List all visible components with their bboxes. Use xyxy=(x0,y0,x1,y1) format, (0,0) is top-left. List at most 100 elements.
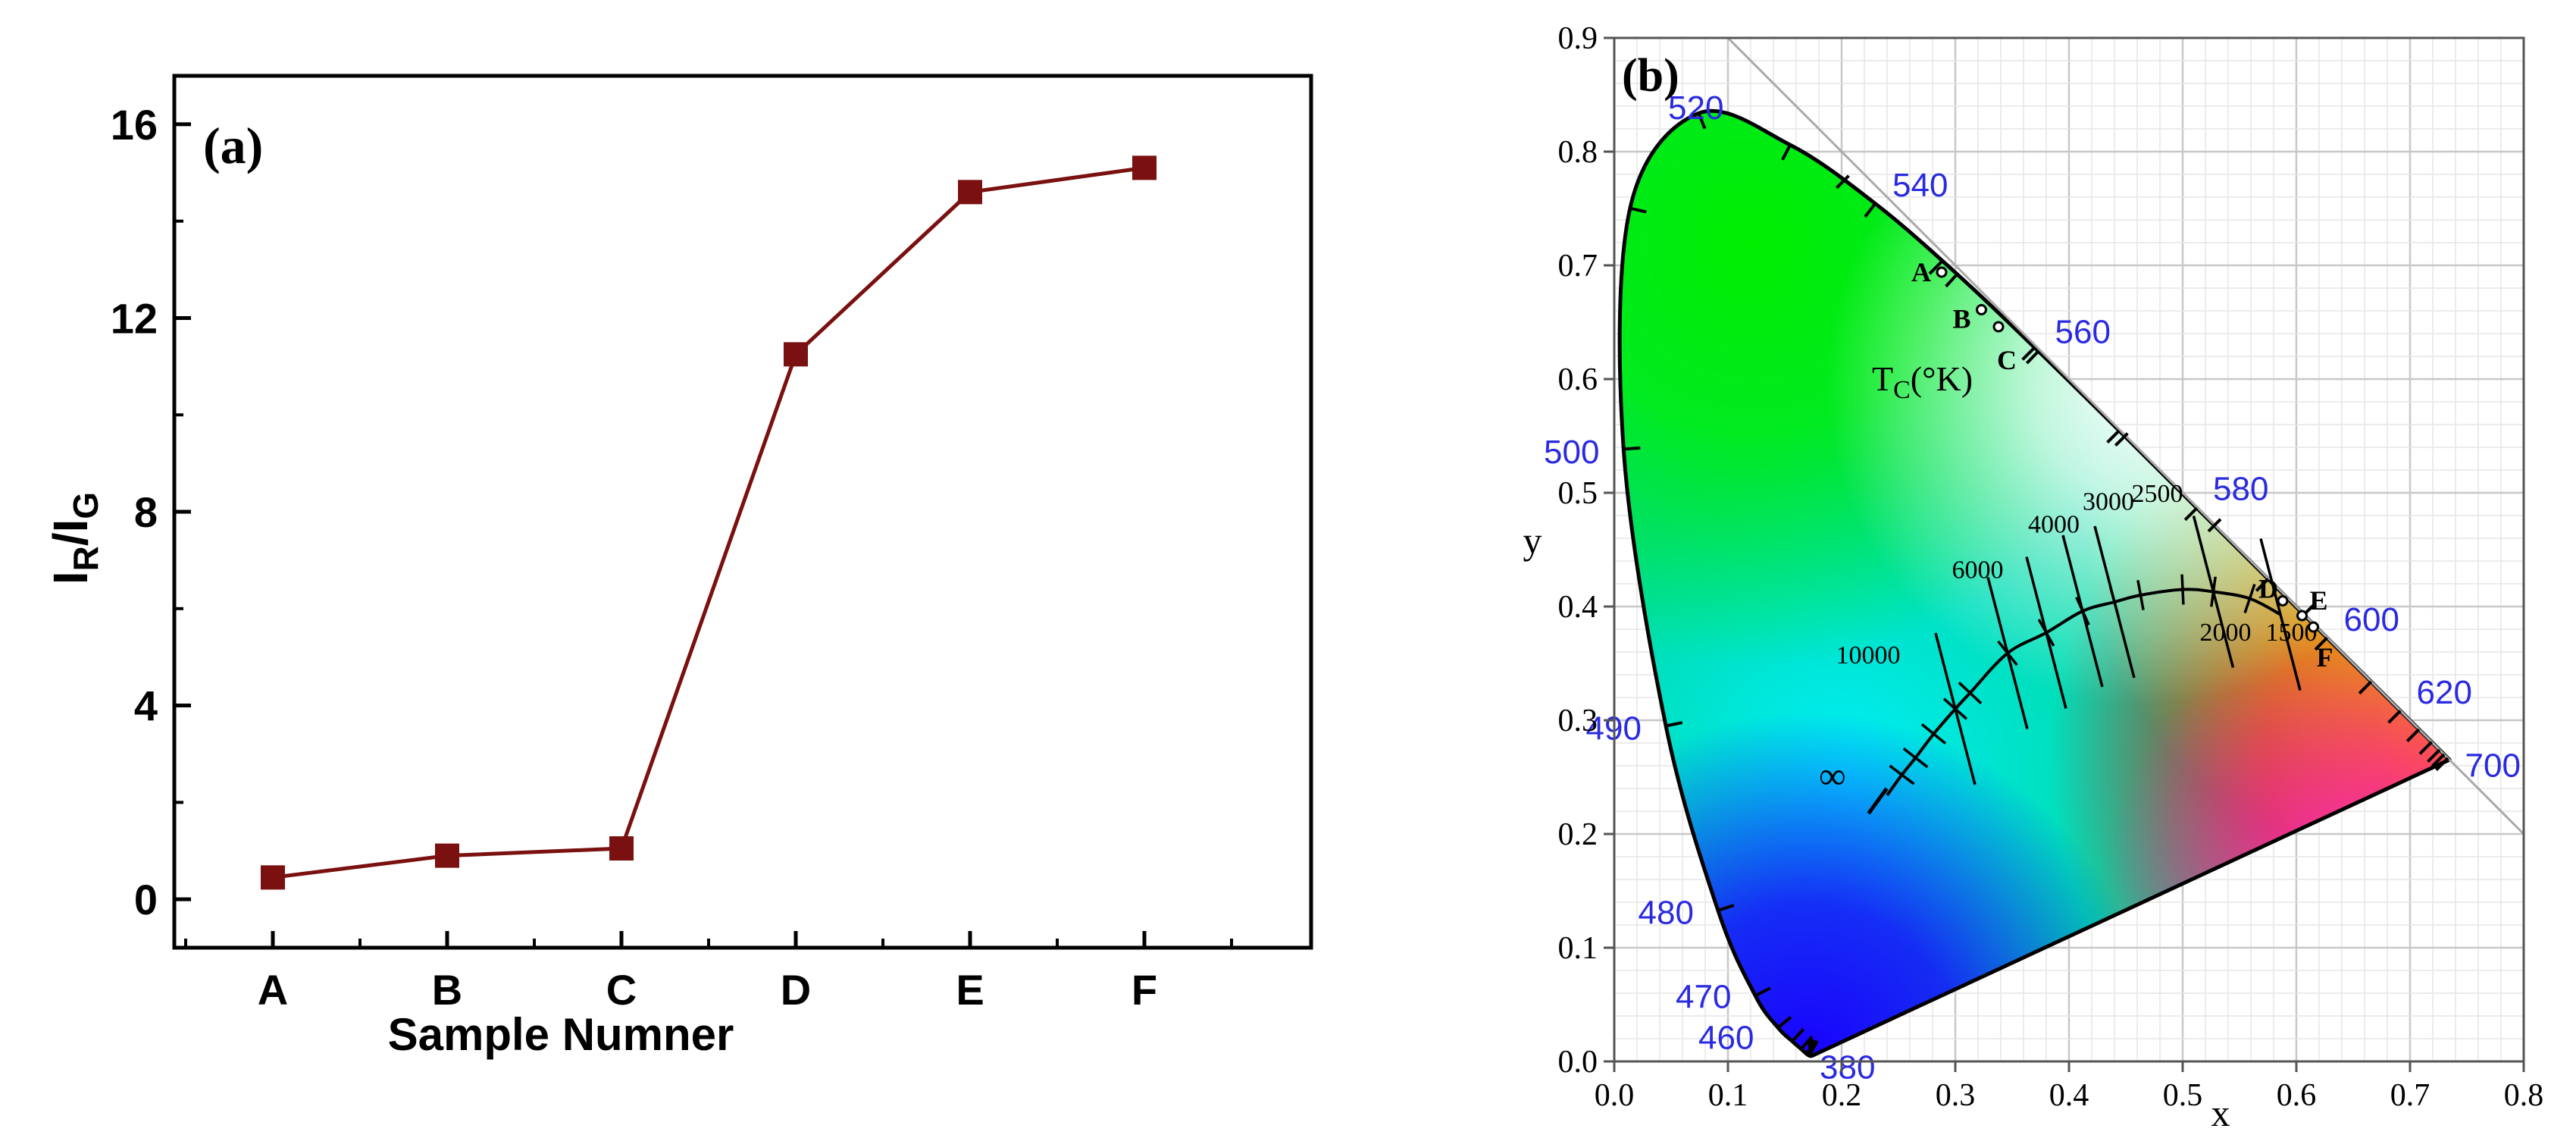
x-axis-label-a: Sample Numner xyxy=(388,1009,734,1060)
wavelength-label: 380 xyxy=(1820,1049,1875,1086)
wavelength-tick xyxy=(2427,748,2441,763)
panel-label-a: (a) xyxy=(203,117,263,174)
wavelength-tick xyxy=(1754,986,1771,998)
y-tick-label-b: 0.1 xyxy=(1558,931,1598,966)
isotemp-line xyxy=(2259,538,2302,691)
isotemp-tick xyxy=(1902,747,1929,769)
isotemperature-lines xyxy=(1867,516,2302,815)
wavelength-label: 580 xyxy=(2213,471,2268,508)
sample-point xyxy=(1976,304,1987,315)
planck-title: TC(°K) xyxy=(1872,359,1973,404)
y-tick-label-b: 0.9 xyxy=(1558,21,1598,56)
data-marker xyxy=(609,836,634,861)
wavelength-tick xyxy=(1776,1016,1792,1030)
temp-label: 10000 xyxy=(1836,641,1901,669)
isotemp-tick xyxy=(1958,682,1983,704)
wavelength-tick xyxy=(1835,174,1850,190)
x-tick-label-b: 0.2 xyxy=(1822,1078,1862,1113)
wavelength-tick xyxy=(1791,1027,1805,1042)
planck-end-bar xyxy=(1867,787,1889,815)
y-axis-label-b: y xyxy=(1523,519,1542,562)
x-tick-label-b: 0.0 xyxy=(1595,1078,1635,1113)
wavelength-tick xyxy=(2387,710,2402,724)
x-axis-ticks-a: A B C D E F xyxy=(184,931,1233,1014)
wavelength-tick xyxy=(1717,904,1735,912)
sample-point xyxy=(2277,595,2289,607)
wavelength-tick xyxy=(2183,506,2199,522)
y-tick-label: 12 xyxy=(111,294,158,342)
panel-label-b: (b) xyxy=(1622,50,1679,102)
wavelength-ticks xyxy=(1623,112,2449,1057)
sample-points: ABC D EF xyxy=(1911,257,2333,672)
wavelength-tick xyxy=(1800,1035,1814,1050)
wavelength-label: 700 xyxy=(2465,748,2521,785)
temp-label: 4000 xyxy=(2028,511,2080,539)
y-tick-label-b: 0.7 xyxy=(1558,249,1598,284)
y-tick-label-b: 0.2 xyxy=(1558,817,1598,852)
y-tick-label: 4 xyxy=(134,682,158,730)
isotemp-line xyxy=(2061,535,2104,688)
x-tick-label: E xyxy=(956,966,984,1014)
y-tick-label: 16 xyxy=(111,101,158,149)
sample-point-label: E xyxy=(2310,585,2328,616)
wavelength-label: 600 xyxy=(2344,601,2399,638)
wavelength-tick xyxy=(2021,346,2036,361)
wavelength-tick xyxy=(2405,728,2421,742)
isotemp-line xyxy=(1934,632,1977,785)
sample-point-label: B xyxy=(1953,304,1971,334)
wavelength-tick xyxy=(2106,429,2121,444)
x-tick-label: B xyxy=(432,966,462,1014)
wavelength-label: 620 xyxy=(2417,674,2472,711)
series-markers xyxy=(261,155,1157,890)
wavelength-label: 500 xyxy=(1544,434,1599,471)
isotemp-tick xyxy=(1920,723,1947,745)
y-tick-label-b: 0.0 xyxy=(1558,1045,1598,1080)
x-tick-label: A xyxy=(258,966,288,1014)
wavelength-tick xyxy=(1864,202,1876,218)
sample-point xyxy=(1936,266,1948,278)
wavelength-label: 520 xyxy=(1668,89,1723,127)
y-axis-ticks-a: 0 4 8 12 16 xyxy=(111,101,191,923)
data-marker xyxy=(435,843,459,868)
wavelength-label: 480 xyxy=(1639,895,1694,932)
isotemp-line xyxy=(1986,577,2029,729)
isotemp-tick xyxy=(2136,580,2145,610)
sample-point-label: C xyxy=(1997,345,2017,375)
x-tick-label-b: 0.5 xyxy=(2163,1078,2203,1113)
panel-b: 520540560580600620700500490480470460380 … xyxy=(1523,21,2544,1134)
wavelength-tick xyxy=(2435,757,2449,772)
x-tick-label: C xyxy=(606,966,637,1014)
y-axis-ticks-b: 0.0 0.1 0.2 0.3 0.4 0.5 0.6 0.7 0.8 0.9 xyxy=(1558,21,1614,1080)
y-tick-label: 8 xyxy=(134,488,158,536)
sample-point xyxy=(2308,621,2319,633)
temp-label: 6000 xyxy=(1952,556,2004,585)
sample-point-label: A xyxy=(1911,257,1931,287)
plot-a-frame xyxy=(172,74,1313,950)
data-marker xyxy=(1132,155,1157,180)
wavelength-tick xyxy=(1928,260,1943,275)
panel-a: 0 4 8 12 16 A B C D E F (a) Sample Numner IR/IG xyxy=(43,74,1313,1060)
wavelength-tick xyxy=(2418,741,2433,755)
wavelength-label: 460 xyxy=(1698,1020,1754,1057)
wavelength-tick xyxy=(1945,273,1958,288)
temp-label: 2000 xyxy=(2200,619,2252,647)
infinity-label: ∞ xyxy=(1819,754,1846,797)
wavelength-tick xyxy=(1781,144,1792,161)
wavelength-label: 540 xyxy=(1892,167,1948,204)
isotemp-line xyxy=(2093,525,2136,679)
x-tick-label-b: 0.7 xyxy=(2390,1078,2430,1113)
isotemp-tick xyxy=(2243,583,2256,614)
x-axis-label-b: x xyxy=(2211,1092,2230,1134)
wavelength-tick xyxy=(1629,206,1647,214)
isotemp-tick xyxy=(2180,574,2185,605)
sample-point-label: F xyxy=(2317,642,2333,672)
wavelength-label: 470 xyxy=(1676,979,1731,1016)
y-tick-label-b: 0.6 xyxy=(1558,362,1598,397)
isotemp-tick xyxy=(1889,764,1915,785)
x-tick-label-b: 0.8 xyxy=(2504,1078,2544,1113)
wavelength-tick xyxy=(1623,446,1641,451)
wavelength-tick xyxy=(1665,721,1683,728)
y-tick-label: 0 xyxy=(134,876,158,923)
